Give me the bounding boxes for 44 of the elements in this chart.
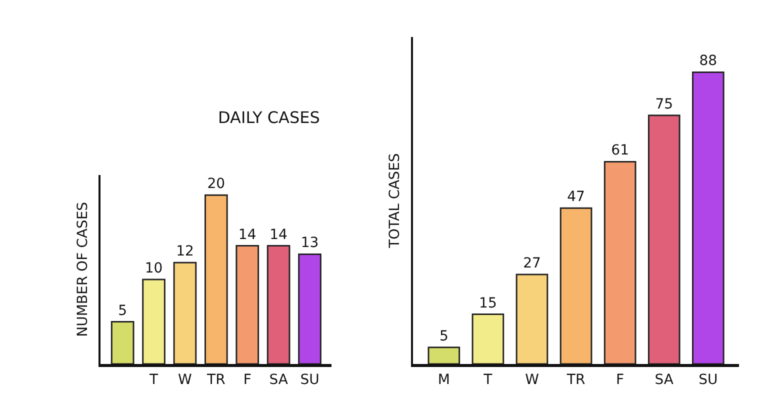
data-label: 5: [439, 328, 448, 344]
chart-title: DAILY CASES: [218, 108, 320, 127]
data-label: 15: [479, 295, 497, 312]
bar: [173, 262, 197, 364]
x-tick-label: M: [438, 372, 450, 388]
data-label: 75: [655, 96, 674, 112]
y-axis-title: TOTAL CASES: [387, 153, 404, 250]
data-label: 20: [207, 176, 226, 192]
data-label: 14: [270, 226, 288, 243]
data-label: 27: [523, 255, 541, 272]
x-tick-label: SU: [300, 372, 320, 388]
data-label: 61: [611, 142, 629, 159]
x-tick-label: F: [243, 372, 252, 388]
x-tick-label: T: [148, 372, 158, 388]
bar: [110, 321, 134, 364]
bar: [266, 245, 290, 364]
bar: [648, 114, 680, 364]
x-tick-label: SA: [269, 372, 288, 388]
data-label: 13: [300, 235, 319, 252]
bar: [298, 253, 322, 364]
x-tick-label: W: [525, 372, 540, 388]
x-tick-label: T: [482, 372, 493, 388]
x-tick-label: W: [178, 372, 192, 388]
data-label: 5: [118, 302, 128, 319]
data-label: 12: [176, 244, 194, 260]
x-tick-label: F: [616, 372, 624, 388]
bar: [428, 346, 460, 364]
data-label: 88: [699, 53, 718, 70]
y-axis-title: NUMBER OF CASES: [74, 202, 91, 337]
data-label: 47: [567, 189, 585, 206]
x-tick-label: SU: [698, 372, 718, 388]
x-tick-label: TR: [206, 372, 226, 388]
bar: [142, 278, 166, 364]
bar: [692, 71, 724, 364]
bar: [560, 207, 592, 364]
x-tick-label: SA: [654, 372, 674, 388]
bar: [604, 160, 636, 364]
bar: [236, 245, 260, 364]
bar: [472, 314, 504, 364]
bar: [516, 274, 548, 364]
x-tick-label: TR: [566, 372, 586, 388]
data-label: 14: [238, 226, 256, 243]
bar: [204, 194, 228, 364]
data-label: 10: [144, 260, 163, 277]
